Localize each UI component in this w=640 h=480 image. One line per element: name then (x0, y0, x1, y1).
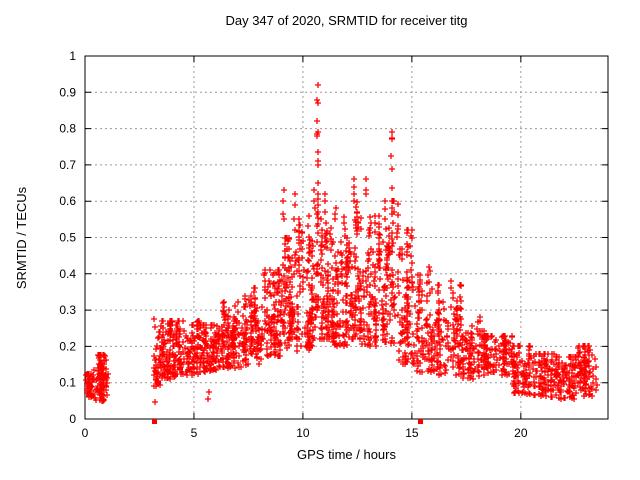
svg-text:0.2: 0.2 (59, 339, 76, 353)
data-points (83, 82, 600, 405)
svg-text:15: 15 (405, 426, 419, 440)
svg-text:10: 10 (296, 426, 310, 440)
zero-markers (152, 419, 423, 424)
svg-text:0.3: 0.3 (59, 303, 76, 317)
svg-text:20: 20 (514, 426, 528, 440)
svg-text:0.6: 0.6 (59, 194, 76, 208)
x-tick-labels: 0 5 10 15 20 (82, 426, 528, 440)
x-axis-label: GPS time / hours (297, 447, 396, 462)
svg-text:0.5: 0.5 (59, 231, 76, 245)
svg-text:0: 0 (69, 412, 76, 426)
svg-text:0.9: 0.9 (59, 85, 76, 99)
svg-text:1: 1 (69, 49, 76, 63)
svg-text:0.7: 0.7 (59, 158, 76, 172)
y-axis-label: SRMTID / TECUs (14, 186, 29, 290)
chart-title: Day 347 of 2020, SRMTID for receiver tit… (225, 13, 468, 28)
svg-text:0.4: 0.4 (59, 267, 76, 281)
y-tick-labels: 0 0.1 0.2 0.3 0.4 0.5 0.6 0.7 0.8 0.9 1 (59, 49, 76, 426)
svg-text:0: 0 (82, 426, 89, 440)
svg-text:0.1: 0.1 (59, 376, 76, 390)
svg-text:0.8: 0.8 (59, 122, 76, 136)
svg-text:5: 5 (191, 426, 198, 440)
tick-marks (84, 55, 608, 420)
